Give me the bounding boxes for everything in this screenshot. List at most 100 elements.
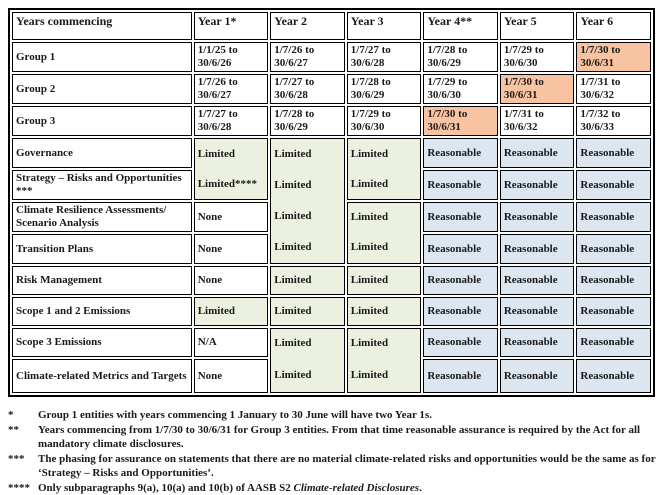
footnote-text-segment: The phasing for assurance on statements … <box>38 453 655 480</box>
group-row-label: Group 2 <box>12 74 192 104</box>
date-cell: 1/7/29 to 30/6/30 <box>347 106 422 136</box>
assurance-cell: Reasonable <box>500 202 575 232</box>
assurance-cell: Limited <box>348 358 421 392</box>
assurance-cell: Limited <box>271 329 344 358</box>
assurance-cell: None <box>194 266 269 295</box>
assurance-cell: Reasonable <box>423 138 498 168</box>
assurance-cell: Reasonable <box>423 359 498 393</box>
assurance-row-label: Climate-related Metrics and Targets <box>12 359 192 393</box>
assurance-cell: Reasonable <box>576 297 651 326</box>
assurance-cell: Limited <box>347 266 422 295</box>
footnote-marker: *** <box>8 452 38 467</box>
assurance-cell: None <box>194 234 269 264</box>
header-cell-year4: Year 4** <box>423 12 498 40</box>
assurance-cell: Limited <box>347 297 422 326</box>
header-cell-years-commencing: Years commencing <box>12 12 192 40</box>
footnote: *Group 1 entities with years commencing … <box>8 408 658 423</box>
assurance-cell: Reasonable <box>500 170 575 200</box>
assurance-row-label: Climate Resilience Assessments/ Scenario… <box>12 202 192 232</box>
date-cell: 1/7/27 to 30/6/28 <box>347 42 422 72</box>
assurance-cell: None <box>194 359 269 393</box>
assurance-cell: Reasonable <box>500 266 575 295</box>
assurance-cell: Limited <box>348 232 421 262</box>
assurance-cell: Limited <box>271 232 344 262</box>
assurance-row-label: Scope 1 and 2 Emissions <box>12 297 192 326</box>
assurance-cell: Reasonable <box>576 202 651 232</box>
assurance-cell: Reasonable <box>576 138 651 168</box>
assurance-cell: Limited**** <box>195 169 268 199</box>
date-cell: 1/7/31 to 30/6/32 <box>500 106 575 136</box>
assurance-cell: Limited <box>195 139 268 169</box>
assurance-cell: Limited <box>270 297 345 326</box>
date-cell: 1/7/26 to 30/6/27 <box>194 74 269 104</box>
date-cell: 1/7/32 to 30/6/33 <box>576 106 651 136</box>
assurance-cell: Reasonable <box>500 359 575 393</box>
assurance-cell: Limited <box>348 139 421 169</box>
assurance-cell: Reasonable <box>423 202 498 232</box>
assurance-cell: Reasonable <box>423 170 498 200</box>
footnote-marker: * <box>8 408 38 423</box>
assurance-cell: Limited <box>271 358 344 392</box>
assurance-cell: Reasonable <box>500 234 575 264</box>
assurance-cell: Limited <box>348 169 421 199</box>
assurance-cell: Limited <box>271 139 344 169</box>
assurance-cell: Reasonable <box>576 328 651 357</box>
assurance-cell: Reasonable <box>576 359 651 393</box>
assurance-cell: Limited <box>194 297 269 326</box>
assurance-cell: Reasonable <box>423 266 498 295</box>
assurance-cell: Limited <box>271 169 344 201</box>
assurance-cell: None <box>194 202 269 232</box>
assurance-cell: Limited <box>271 201 344 232</box>
date-cell: 1/7/28 to 30/6/29 <box>423 42 498 72</box>
assurance-row-label: Strategy – Risks and Opportunities *** <box>12 170 192 200</box>
assurance-cell: Reasonable <box>423 234 498 264</box>
footnote-text: Only subparagraphs 9(a), 10(a) and 10(b)… <box>38 481 658 495</box>
footnote-text-segment: Only subparagraphs 9(a), 10(a) and 10(b)… <box>38 482 294 494</box>
footnote-text: Years commencing from 1/7/30 to 30/6/31 … <box>38 423 658 452</box>
header-cell-year5: Year 5 <box>500 12 575 40</box>
date-cell: 1/1/25 to 30/6/26 <box>194 42 269 72</box>
assurance-cell: Reasonable <box>576 266 651 295</box>
assurance-cell: Reasonable <box>500 297 575 326</box>
footnote: ****Only subparagraphs 9(a), 10(a) and 1… <box>8 481 658 495</box>
assurance-cell: Reasonable <box>576 170 651 200</box>
date-cell: 1/7/26 to 30/6/27 <box>270 42 345 72</box>
header-cell-year3: Year 3 <box>347 12 422 40</box>
group-row-label: Group 3 <box>12 106 192 136</box>
header-cell-year2: Year 2 <box>270 12 345 40</box>
footnote-marker: **** <box>8 481 38 495</box>
group-row-label: Group 1 <box>12 42 192 72</box>
date-cell: 1/7/29 to 30/6/30 <box>423 74 498 104</box>
assurance-cell: N/A <box>194 328 269 357</box>
footnotes: *Group 1 entities with years commencing … <box>8 408 658 495</box>
assurance-cell: Reasonable <box>423 297 498 326</box>
date-cell: 1/7/29 to 30/6/30 <box>500 42 575 72</box>
date-cell: 1/7/27 to 30/6/28 <box>270 74 345 104</box>
footnote-text-segment: Group 1 entities with years commencing 1… <box>38 409 432 421</box>
header-cell-year1: Year 1* <box>194 12 269 40</box>
assurance-cell: Reasonable <box>500 328 575 357</box>
date-cell: 1/7/27 to 30/6/28 <box>194 106 269 136</box>
header-cell-year6: Year 6 <box>576 12 651 40</box>
assurance-cell: Reasonable <box>423 328 498 357</box>
assurance-row-label: Governance <box>12 138 192 168</box>
footnote-text: Group 1 entities with years commencing 1… <box>38 408 658 423</box>
assurance-cell: Reasonable <box>576 234 651 264</box>
date-cell: 1/7/31 to 30/6/32 <box>576 74 651 104</box>
footnote: **Years commencing from 1/7/30 to 30/6/3… <box>8 423 658 452</box>
assurance-row-label: Transition Plans <box>12 234 192 264</box>
date-cell-highlighted: 1/7/30 to 30/6/31 <box>576 42 651 72</box>
date-cell: 1/7/28 to 30/6/29 <box>270 106 345 136</box>
footnote-text-italic-segment: Climate-related Disclosures <box>294 482 420 494</box>
